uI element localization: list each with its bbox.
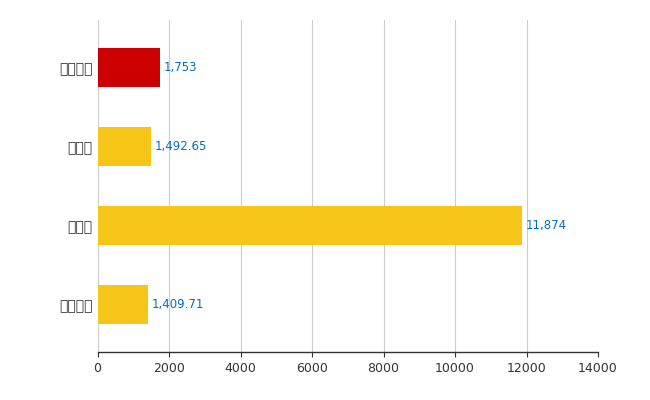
Text: 11,874: 11,874	[526, 219, 567, 232]
Bar	[98, 48, 160, 87]
Bar	[98, 127, 151, 166]
Bar	[98, 285, 148, 324]
Text: 1,409.71: 1,409.71	[151, 298, 204, 311]
Text: 1,492.65: 1,492.65	[155, 140, 207, 153]
Text: 1,753: 1,753	[164, 61, 197, 74]
Bar	[98, 206, 522, 245]
